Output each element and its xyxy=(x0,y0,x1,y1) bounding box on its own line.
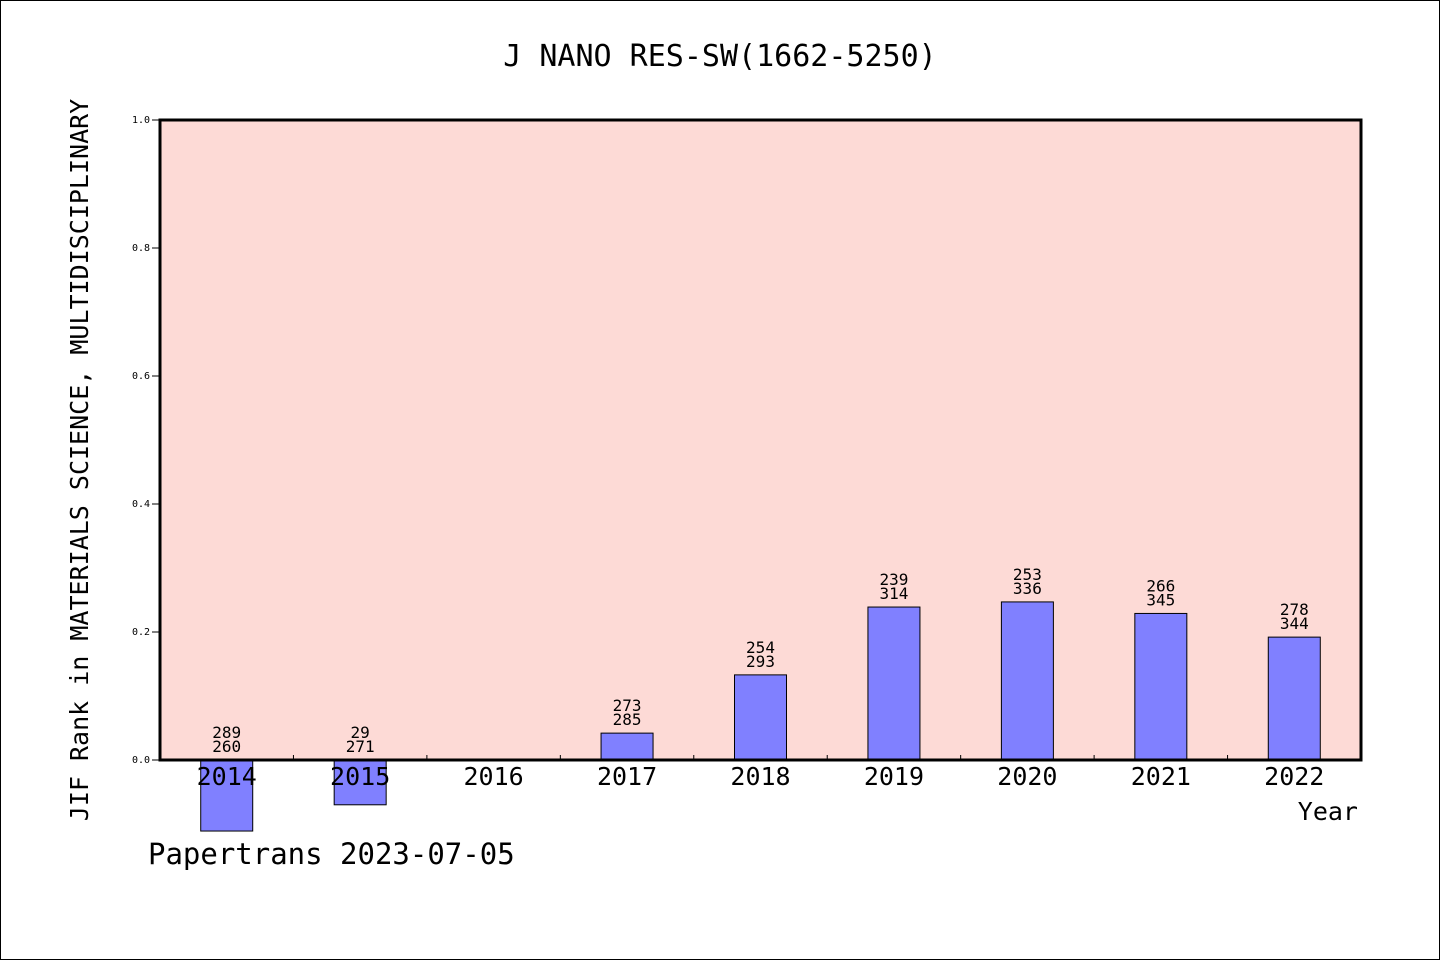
bar-2022 xyxy=(1267,636,1321,761)
bar-total-label-2014: 260 xyxy=(212,737,241,756)
x-tick-label-2014: 2014 xyxy=(197,762,257,791)
bar-2019 xyxy=(867,606,921,761)
bar-rank-label-2021: 266 xyxy=(1146,576,1175,595)
bar-total-label-2022: 344 xyxy=(1280,614,1309,633)
y-tick-label: 1.0 xyxy=(132,115,150,126)
bar-rank-label-2018: 254 xyxy=(746,638,775,657)
bar-rank-label-2022: 278 xyxy=(1280,600,1309,619)
x-tick-label-2019: 2019 xyxy=(864,762,924,791)
x-tick-label-2018: 2018 xyxy=(730,762,790,791)
y-tick-label: 0.0 xyxy=(132,755,150,766)
x-tick-label-2016: 2016 xyxy=(464,762,524,791)
chart-title: J NANO RES-SW(1662-5250) xyxy=(503,39,936,74)
bar-2017 xyxy=(600,732,654,761)
y-axis-label: JIF Rank in MATERIALS SCIENCE, MULTIDISC… xyxy=(65,99,94,821)
bar-rank-label-2019: 239 xyxy=(879,570,908,589)
bar-total-label-2018: 293 xyxy=(746,652,775,671)
bar-total-label-2017: 285 xyxy=(613,710,642,729)
bar-2020 xyxy=(1000,601,1054,761)
bar-2014 xyxy=(200,759,254,832)
bar-rank-label-2020: 253 xyxy=(1013,565,1042,584)
bar-total-label-2021: 345 xyxy=(1146,590,1175,609)
bar-rank-label-2017: 273 xyxy=(613,696,642,715)
y-tick-label: 0.6 xyxy=(132,371,150,382)
x-tick-label-2017: 2017 xyxy=(597,762,657,791)
bars xyxy=(200,601,1321,832)
x-tick-label-2020: 2020 xyxy=(997,762,1057,791)
plot-border xyxy=(158,118,1363,762)
x-tick-labels: 2014 2015 2016 2017 2018 2019 2020 2021 2022 xyxy=(197,762,1325,791)
x-tick-label-2022: 2022 xyxy=(1264,762,1324,791)
bar-2015 xyxy=(333,759,387,806)
x-axis-label: Year xyxy=(1298,797,1358,826)
bar-rank-label-2014: 289 xyxy=(212,723,241,742)
y-axis-ticks: 0.0 0.2 0.4 0.6 0.8 1.0 xyxy=(132,115,160,766)
bar-total-label-2015: 271 xyxy=(346,737,375,756)
x-tick-label-2021: 2021 xyxy=(1131,762,1191,791)
y-tick-label: 0.4 xyxy=(132,499,150,510)
bar-total-label-2019: 314 xyxy=(879,584,908,603)
bar-2018 xyxy=(734,674,787,761)
bar-total-label-2020: 336 xyxy=(1013,579,1042,598)
y-tick-label: 0.2 xyxy=(132,627,150,638)
footer-credit: Papertrans 2023-07-05 xyxy=(148,837,515,871)
y-tick-label: 0.8 xyxy=(132,243,150,254)
x-tick-label-2015: 2015 xyxy=(330,762,390,791)
bar-rank-label-2015: 29 xyxy=(351,723,370,742)
bar-2021 xyxy=(1134,612,1188,761)
